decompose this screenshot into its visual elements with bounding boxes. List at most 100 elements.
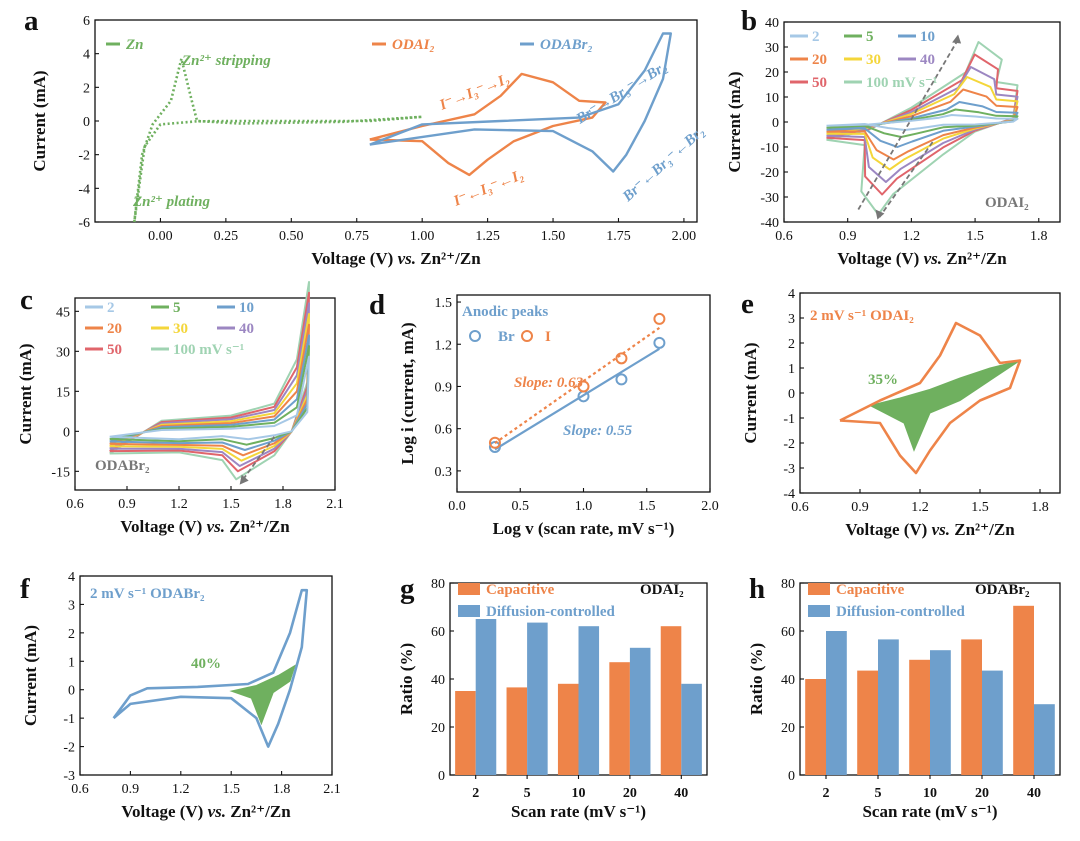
x-tick-label: 0.50	[279, 229, 304, 244]
bar-diffusion	[527, 622, 548, 775]
panel-label: c	[20, 284, 33, 316]
y-tick-label: 40	[431, 673, 445, 688]
slope-label-i: Slope: 0.63	[514, 375, 584, 391]
trend-arrow	[242, 436, 276, 480]
data-point-i	[577, 380, 590, 393]
x-tick-label: 0.0	[448, 499, 466, 514]
y-axis-label: Current (mA)	[725, 71, 744, 172]
legend-entry: 40	[239, 321, 254, 337]
annotation-br-red: Br⁻←Br₃⁻←Br₂	[619, 124, 708, 206]
x-tick-label: 2	[472, 786, 479, 801]
legend-entry: 2	[107, 300, 115, 316]
legend-entry: 20	[107, 321, 122, 337]
panel-h: h Scan rate (mV s⁻¹) Ratio (%) 0 20 40 60 80 2 5 1…	[747, 573, 1061, 821]
x-axis-label: Voltage (V) vs. Zn²⁺/Zn	[845, 520, 1015, 539]
legend-swatch	[808, 605, 830, 617]
series-odabr2	[369, 32, 672, 173]
x-tick-label: 0.25	[214, 229, 239, 244]
cv-curve	[839, 321, 1022, 475]
x-axis-label: Voltage (V) vs. Zn²⁺/Zn	[837, 249, 1007, 268]
x-tick-label: 20	[623, 786, 637, 801]
y-tick-label: -2	[783, 437, 795, 452]
legend-entry: Zn	[125, 37, 144, 53]
y-tick-label: -20	[760, 166, 779, 181]
y-tick-label: 2	[68, 627, 75, 642]
x-tick-label: 5	[524, 786, 531, 801]
legend-entry: 100 mV s⁻¹	[866, 75, 937, 91]
y-axis-label: Current (mA)	[30, 70, 49, 171]
x-tick-label: 0.9	[118, 497, 136, 512]
legend-entry: Diffusion-controlled	[486, 604, 616, 620]
x-tick-label: 10	[923, 786, 937, 801]
corner-label: ODABr₂	[975, 582, 1030, 598]
y-tick-label: 1.2	[435, 338, 453, 353]
x-tick-label: 2.1	[323, 782, 341, 797]
legend-swatch	[458, 583, 480, 595]
x-tick-label: 1.25	[475, 229, 500, 244]
legend-marker	[469, 330, 481, 342]
y-tick-label: 1	[68, 655, 75, 670]
cv-curve-2	[109, 355, 310, 441]
bar-diffusion	[930, 650, 951, 775]
y-tick-label: 0	[772, 116, 779, 131]
y-tick-label: 0	[788, 769, 795, 784]
y-tick-label: -10	[760, 141, 779, 156]
x-axis-label: Scan rate (mV s⁻¹)	[511, 802, 646, 821]
bar-capacitive	[609, 662, 630, 775]
y-axis-label: Current (mA)	[741, 342, 760, 443]
data-point-i	[615, 352, 628, 365]
bar-capacitive	[557, 683, 579, 775]
y-tick-label: 0	[788, 387, 795, 402]
trend-arrow	[878, 141, 934, 218]
title-text: 2 mV s⁻¹ ODAI₂	[810, 308, 914, 324]
x-tick-label: 0.9	[839, 229, 857, 244]
y-tick-label: -4	[78, 182, 90, 197]
bar-capacitive	[506, 687, 528, 775]
y-tick-label: 2	[788, 337, 795, 352]
x-axis-label: Voltage (V) vs. Zn²⁺/Zn	[120, 517, 290, 536]
y-tick-label: 0.9	[435, 380, 453, 395]
arrow-head	[952, 34, 962, 44]
annotation-i-red: I⁻←I₃⁻←I₂	[451, 167, 526, 210]
panel-a: a 0.00 0.25 0.50 0.75 1.00 1.25 1.50 1.75 2.00 -6 -…	[24, 5, 708, 268]
bar-diffusion	[1034, 704, 1055, 775]
annotation-plating: Zn²⁺ plating	[132, 194, 211, 210]
legend-entry: Br	[498, 329, 515, 345]
cv-curve	[112, 588, 309, 748]
x-tick-label: 1.0	[575, 499, 593, 514]
legend-entry: 2	[812, 29, 820, 45]
y-tick-label: -4	[783, 487, 795, 502]
bar-capacitive	[857, 670, 878, 775]
y-axis-label: Ratio (%)	[397, 643, 416, 715]
x-tick-label: 0.6	[71, 782, 89, 797]
legend-entry: 30	[173, 321, 188, 337]
x-axis-label: Scan rate (mV s⁻¹)	[862, 802, 997, 821]
annotation-i-ox: I⁻→I₃⁻→I₂	[437, 71, 512, 114]
x-tick-label: 1.50	[541, 229, 566, 244]
x-tick-label: 40	[674, 786, 688, 801]
data-point-br	[653, 336, 666, 349]
panel-label: h	[749, 573, 765, 605]
x-tick-label: 2.1	[326, 497, 344, 512]
legend-swatch	[808, 583, 830, 595]
y-tick-label: 0	[63, 425, 70, 440]
trend-arrow	[857, 39, 959, 210]
bar-diffusion	[982, 670, 1003, 775]
x-tick-label: 1.5	[638, 499, 656, 514]
y-tick-label: 0	[83, 115, 90, 130]
legend-marker	[521, 330, 533, 342]
y-tick-label: 4	[68, 570, 75, 585]
x-tick-label: 1.5	[222, 497, 240, 512]
bar-diffusion	[681, 683, 702, 775]
panel-c: c 0.6 0.9 1.2 1.5 1.8 2.1 -15 0 15 30 45 Voltage (V)…	[16, 281, 344, 536]
y-tick-label: 3	[788, 312, 795, 327]
y-tick-label: 40	[765, 16, 779, 31]
x-tick-label: 10	[572, 786, 586, 801]
annotation-stripping: Zn²⁺ stripping	[181, 53, 271, 69]
y-tick-label: 2	[83, 81, 90, 96]
y-axis-label: Ratio (%)	[747, 643, 766, 715]
y-tick-label: 20	[431, 721, 445, 736]
legend-entry: ODABr₂	[540, 37, 593, 53]
y-tick-label: 60	[431, 625, 445, 640]
